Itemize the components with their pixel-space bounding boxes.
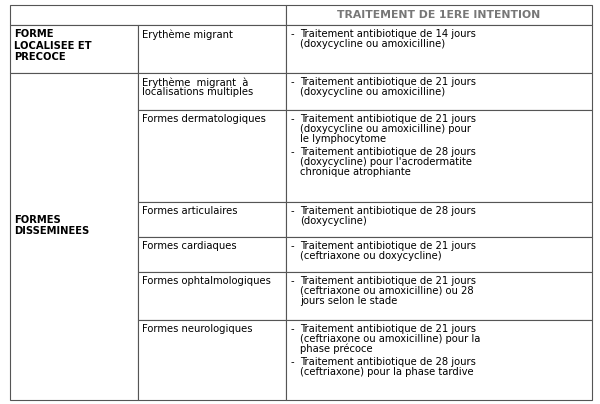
Text: FORME
LOCALISEE ET
PRECOCE: FORME LOCALISEE ET PRECOCE xyxy=(14,29,92,62)
Text: phase précoce: phase précoce xyxy=(300,344,373,354)
Text: Traitement antibiotique de 21 jours: Traitement antibiotique de 21 jours xyxy=(300,324,476,334)
Text: Traitement antibiotique de 28 jours: Traitement antibiotique de 28 jours xyxy=(300,206,476,216)
Bar xyxy=(286,25,592,73)
Bar xyxy=(286,110,592,202)
Text: Traitement antibiotique de 28 jours: Traitement antibiotique de 28 jours xyxy=(300,358,476,367)
Text: Formes neurologiques: Formes neurologiques xyxy=(142,324,253,334)
Text: le lymphocytome: le lymphocytome xyxy=(300,134,386,144)
Bar xyxy=(286,320,592,400)
Text: (doxycycline ou amoxicilline): (doxycycline ou amoxicilline) xyxy=(300,87,445,97)
Text: -: - xyxy=(291,276,295,286)
Text: chronique atrophiante: chronique atrophiante xyxy=(300,167,411,177)
Text: FORMES
DISSEMINEES: FORMES DISSEMINEES xyxy=(14,215,89,236)
Bar xyxy=(138,237,286,272)
Text: -: - xyxy=(291,29,295,39)
Bar xyxy=(286,5,592,25)
Text: -: - xyxy=(291,358,295,367)
Text: (ceftriaxone) pour la phase tardive: (ceftriaxone) pour la phase tardive xyxy=(300,367,473,377)
Bar xyxy=(286,73,592,110)
Bar xyxy=(286,202,592,237)
Bar xyxy=(138,110,286,202)
Text: (ceftriaxone ou amoxicilline) pour la: (ceftriaxone ou amoxicilline) pour la xyxy=(300,334,481,344)
Text: -: - xyxy=(291,114,295,124)
Bar xyxy=(286,237,592,272)
Text: -: - xyxy=(291,241,295,251)
Text: Formes articulaires: Formes articulaires xyxy=(142,206,238,216)
Text: -: - xyxy=(291,147,295,158)
Bar xyxy=(138,202,286,237)
Text: Formes dermatologiques: Formes dermatologiques xyxy=(142,114,266,124)
Text: -: - xyxy=(291,324,295,334)
Bar xyxy=(138,73,286,110)
Text: (doxycycline) pour l'acrodermatite: (doxycycline) pour l'acrodermatite xyxy=(300,157,472,167)
Text: (doxycycline ou amoxicilline): (doxycycline ou amoxicilline) xyxy=(300,39,445,49)
Text: Traitement antibiotique de 28 jours: Traitement antibiotique de 28 jours xyxy=(300,147,476,158)
Text: Traitement antibiotique de 21 jours: Traitement antibiotique de 21 jours xyxy=(300,77,476,87)
Text: (ceftriaxone ou amoxicilline) ou 28: (ceftriaxone ou amoxicilline) ou 28 xyxy=(300,286,473,296)
Bar xyxy=(286,272,592,320)
Text: -: - xyxy=(291,206,295,216)
Text: Traitement antibiotique de 14 jours: Traitement antibiotique de 14 jours xyxy=(300,29,476,39)
Text: Traitement antibiotique de 21 jours: Traitement antibiotique de 21 jours xyxy=(300,241,476,251)
Text: Formes ophtalmologiques: Formes ophtalmologiques xyxy=(142,276,271,286)
Bar xyxy=(10,5,286,25)
Bar xyxy=(10,73,138,400)
Text: -: - xyxy=(291,77,295,87)
Text: (ceftriaxone ou doxycycline): (ceftriaxone ou doxycycline) xyxy=(300,251,442,261)
Bar xyxy=(10,25,138,73)
Bar xyxy=(138,320,286,400)
Text: Formes cardiaques: Formes cardiaques xyxy=(142,241,236,251)
Text: jours selon le stade: jours selon le stade xyxy=(300,296,397,306)
Text: Erythème  migrant  à: Erythème migrant à xyxy=(142,77,248,88)
Text: Traitement antibiotique de 21 jours: Traitement antibiotique de 21 jours xyxy=(300,114,476,124)
Bar xyxy=(138,25,286,73)
Text: Erythème migrant: Erythème migrant xyxy=(142,29,233,40)
Text: TRAITEMENT DE 1ERE INTENTION: TRAITEMENT DE 1ERE INTENTION xyxy=(337,10,541,20)
Text: localisations multiples: localisations multiples xyxy=(142,87,253,97)
Bar xyxy=(138,272,286,320)
Text: Traitement antibiotique de 21 jours: Traitement antibiotique de 21 jours xyxy=(300,276,476,286)
Text: (doxycycline): (doxycycline) xyxy=(300,216,367,226)
Text: (doxycycline ou amoxicilline) pour: (doxycycline ou amoxicilline) pour xyxy=(300,124,471,134)
